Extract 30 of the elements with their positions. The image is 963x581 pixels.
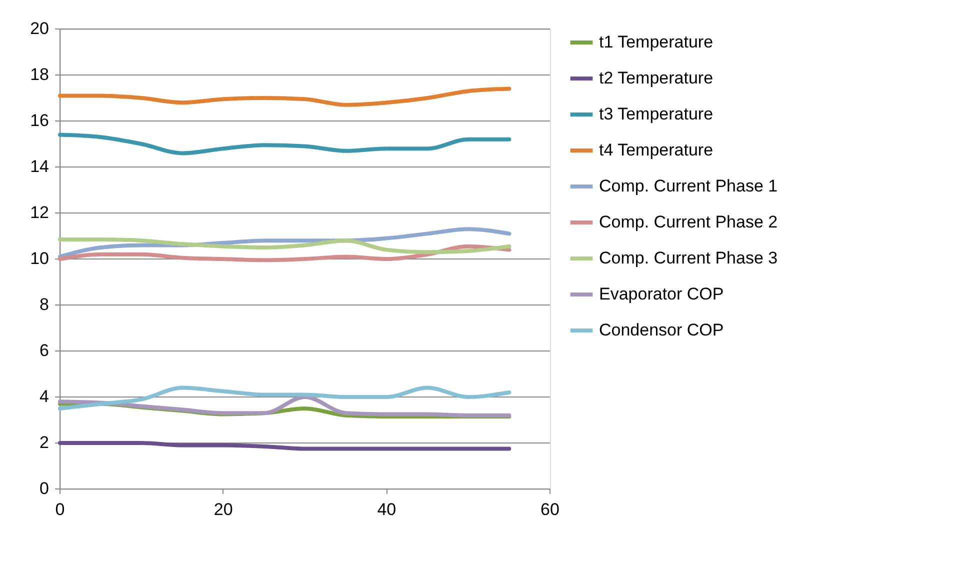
legend-label: t4 Temperature bbox=[599, 140, 714, 160]
legend-label: Comp. Current Phase 2 bbox=[599, 212, 778, 232]
line-series bbox=[58, 237, 512, 254]
legend-label: t3 Temperature bbox=[599, 104, 714, 124]
y-tick-label: 18 bbox=[30, 65, 49, 84]
line-series bbox=[58, 86, 512, 107]
line-series bbox=[58, 132, 512, 156]
legend-label: Comp. Current Phase 3 bbox=[599, 248, 778, 268]
line-series bbox=[58, 395, 512, 418]
y-tick-label: 4 bbox=[40, 387, 49, 406]
legend-label: t2 Temperature bbox=[599, 68, 714, 88]
legend-label: t1 Temperature bbox=[599, 32, 714, 52]
y-tick-label: 14 bbox=[30, 157, 49, 176]
y-tick-label: 6 bbox=[40, 341, 49, 360]
y-tick-label: 2 bbox=[40, 433, 49, 452]
y-tick-label: 8 bbox=[40, 295, 49, 314]
x-tick-label: 20 bbox=[214, 500, 233, 519]
y-tick-label: 0 bbox=[40, 479, 49, 498]
legend-label: Evaporator COP bbox=[599, 284, 724, 304]
legend-label: Comp. Current Phase 1 bbox=[599, 176, 778, 196]
line-series bbox=[58, 386, 512, 410]
y-tick-label: 10 bbox=[30, 249, 49, 268]
line-series bbox=[58, 244, 512, 262]
x-tick-label: 60 bbox=[540, 500, 560, 519]
x-tick-label: 40 bbox=[377, 500, 396, 519]
y-tick-label: 16 bbox=[30, 111, 49, 130]
y-tick-label: 12 bbox=[30, 203, 49, 222]
legend-label: Condensor COP bbox=[599, 320, 724, 340]
y-tick-label: 20 bbox=[30, 19, 49, 38]
x-tick-label: 0 bbox=[55, 500, 65, 519]
